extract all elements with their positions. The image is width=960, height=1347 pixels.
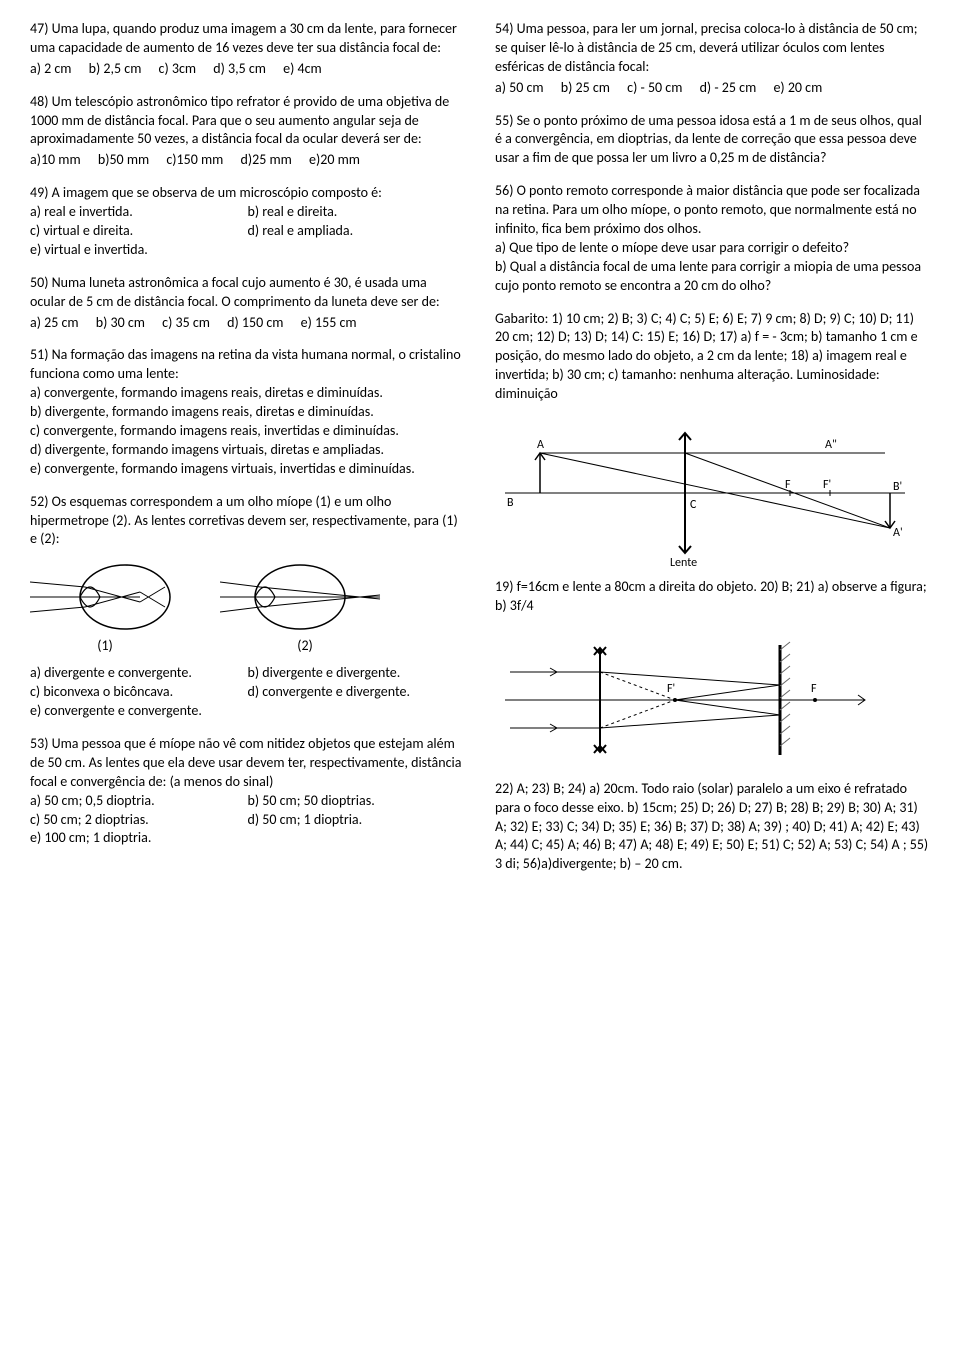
- q52-opt-c: c) biconvexa o bicôncava.: [30, 683, 248, 702]
- q53-opt-b: b) 50 cm; 50 dioptrias.: [248, 792, 375, 811]
- q53-text: 53) Uma pessoa que é míope não vê com ni…: [30, 735, 461, 790]
- label-B: B: [507, 496, 514, 510]
- q54-opt-b: b) 25 cm: [561, 79, 610, 96]
- q54-opt-e: e) 20 cm: [773, 79, 822, 96]
- label-lente: Lente: [670, 556, 697, 568]
- q56-text: 56) O ponto remoto corresponde à maior d…: [495, 182, 920, 237]
- gabarito-text-3: 22) A; 23) B; 24) a) 20cm. Todo raio (so…: [495, 780, 928, 873]
- question-54: 54) Uma pessoa, para ler um jornal, prec…: [495, 20, 930, 98]
- question-55: 55) Se o ponto próximo de uma pessoa ido…: [495, 112, 930, 169]
- label2-F1: F': [667, 682, 675, 696]
- q48-opt-a: a)10 mm: [30, 151, 81, 168]
- q54-opt-a: a) 50 cm: [495, 79, 544, 96]
- question-53: 53) Uma pessoa que é míope não vê com ni…: [30, 735, 465, 848]
- q54-opt-c: c) - 50 cm: [627, 79, 682, 96]
- q54-text: 54) Uma pessoa, para ler um jornal, prec…: [495, 20, 918, 75]
- q50-opt-b: b) 30 cm: [96, 314, 145, 331]
- label-B1: B': [893, 480, 902, 494]
- lens-diagram-2: F' F: [495, 630, 930, 770]
- q50-opt-d: d) 150 cm: [227, 314, 283, 331]
- q56-a: a) Que tipo de lente o míope deve usar p…: [495, 239, 930, 258]
- q48-opt-e: e)20 mm: [309, 151, 360, 168]
- q50-options: a) 25 cm b) 30 cm c) 35 cm d) 150 cm e) …: [30, 314, 465, 333]
- gabarito-p2: 19) f=16cm e lente a 80cm a direita do o…: [495, 578, 930, 616]
- label-F: F: [785, 478, 791, 492]
- q47-opt-a: a) 2 cm: [30, 60, 71, 77]
- eye-label-1: (1): [30, 637, 180, 656]
- left-column: 47) Uma lupa, quando produz uma imagem a…: [30, 20, 465, 888]
- q51-opt-c: c) convergente, formando imagens reais, …: [30, 422, 465, 441]
- q55-text: 55) Se o ponto próximo de uma pessoa ido…: [495, 112, 922, 167]
- question-50: 50) Numa luneta astronômica a focal cujo…: [30, 274, 465, 333]
- q49-opt-b: b) real e direita.: [248, 203, 338, 222]
- q47-opt-d: d) 3,5 cm: [213, 60, 266, 77]
- eye-diagram-1: (1): [30, 557, 180, 656]
- q47-opt-c: c) 3cm: [159, 60, 197, 77]
- q47-opt-b: b) 2,5 cm: [89, 60, 142, 77]
- label-A: A: [537, 438, 544, 452]
- q52-opt-d: d) convergente e divergente.: [248, 683, 411, 702]
- q50-opt-e: e) 155 cm: [301, 314, 357, 331]
- q48-opt-b: b)50 mm: [98, 151, 149, 168]
- q51-opt-e: e) convergente, formando imagens virtuai…: [30, 460, 465, 479]
- q51-opt-d: d) divergente, formando imagens virtuais…: [30, 441, 465, 460]
- q53-opt-c: c) 50 cm; 2 dioptrias.: [30, 811, 248, 830]
- eye-label-2: (2): [220, 637, 390, 656]
- q49-opt-d: d) real e ampliada.: [248, 222, 354, 241]
- q53-opt-e: e) 100 cm; 1 dioptria.: [30, 829, 151, 846]
- right-column: 54) Uma pessoa, para ler um jornal, prec…: [495, 20, 930, 888]
- question-47: 47) Uma lupa, quando produz uma imagem a…: [30, 20, 465, 79]
- question-51: 51) Na formação das imagens na retina da…: [30, 346, 465, 478]
- q48-opt-c: c)150 mm: [166, 151, 223, 168]
- gabarito-p3: 22) A; 23) B; 24) a) 20cm. Todo raio (so…: [495, 780, 930, 874]
- q53-opt-a: a) 50 cm; 0,5 dioptria.: [30, 792, 248, 811]
- gabarito-text-2: 19) f=16cm e lente a 80cm a direita do o…: [495, 578, 927, 614]
- q47-options: a) 2 cm b) 2,5 cm c) 3cm d) 3,5 cm e) 4c…: [30, 60, 465, 79]
- q51-text: 51) Na formação das imagens na retina da…: [30, 346, 461, 382]
- q47-opt-e: e) 4cm: [283, 60, 322, 77]
- q48-options: a)10 mm b)50 mm c)150 mm d)25 mm e)20 mm: [30, 151, 465, 170]
- q54-opt-d: d) - 25 cm: [700, 79, 757, 96]
- q49-text: 49) A imagem que se observa de um micros…: [30, 184, 382, 201]
- label-C: C: [690, 498, 697, 512]
- eye-diagrams: (1) (2): [30, 557, 465, 656]
- q52-opt-a: a) divergente e convergente.: [30, 664, 248, 683]
- q52-opt-e: e) convergente e convergente.: [30, 702, 202, 719]
- q51-opt-b: b) divergente, formando imagens reais, d…: [30, 403, 465, 422]
- q50-opt-c: c) 35 cm: [162, 314, 210, 331]
- label2-F: F: [811, 682, 817, 696]
- q51-opt-a: a) convergente, formando imagens reais, …: [30, 384, 465, 403]
- q48-opt-d: d)25 mm: [241, 151, 292, 168]
- q54-options: a) 50 cm b) 25 cm c) - 50 cm d) - 25 cm …: [495, 79, 930, 98]
- q50-text: 50) Numa luneta astronômica a focal cujo…: [30, 274, 440, 310]
- q52-text: 52) Os esquemas correspondem a um olho m…: [30, 493, 458, 548]
- q49-opt-e: e) virtual e invertida.: [30, 241, 148, 258]
- q48-text: 48) Um telescópio astronômico tipo refra…: [30, 93, 449, 148]
- lens-diagram-1: A B A" A' B' C F F' Lente: [495, 418, 930, 568]
- q52-opt-b: b) divergente e divergente.: [248, 664, 401, 683]
- question-56: 56) O ponto remoto corresponde à maior d…: [495, 182, 930, 295]
- q50-opt-a: a) 25 cm: [30, 314, 79, 331]
- gabarito-p1: Gabarito: 1) 10 cm; 2) B; 3) C; 4) C; 5)…: [495, 310, 930, 404]
- question-48: 48) Um telescópio astronômico tipo refra…: [30, 93, 465, 171]
- question-49: 49) A imagem que se observa de um micros…: [30, 184, 465, 260]
- label-F1: F': [823, 478, 831, 492]
- q53-opt-d: d) 50 cm; 1 dioptria.: [248, 811, 363, 830]
- gabarito-text-1: Gabarito: 1) 10 cm; 2) B; 3) C; 4) C; 5)…: [495, 310, 918, 403]
- label-A2: A": [825, 438, 837, 452]
- q49-opt-c: c) virtual e direita.: [30, 222, 248, 241]
- q47-text: 47) Uma lupa, quando produz uma imagem a…: [30, 20, 457, 56]
- question-52: 52) Os esquemas correspondem a um olho m…: [30, 493, 465, 721]
- eye-diagram-2: (2): [220, 557, 390, 656]
- q56-b: b) Qual a distância focal de uma lente p…: [495, 258, 930, 296]
- label-A1: A': [893, 526, 903, 540]
- q49-opt-a: a) real e invertida.: [30, 203, 248, 222]
